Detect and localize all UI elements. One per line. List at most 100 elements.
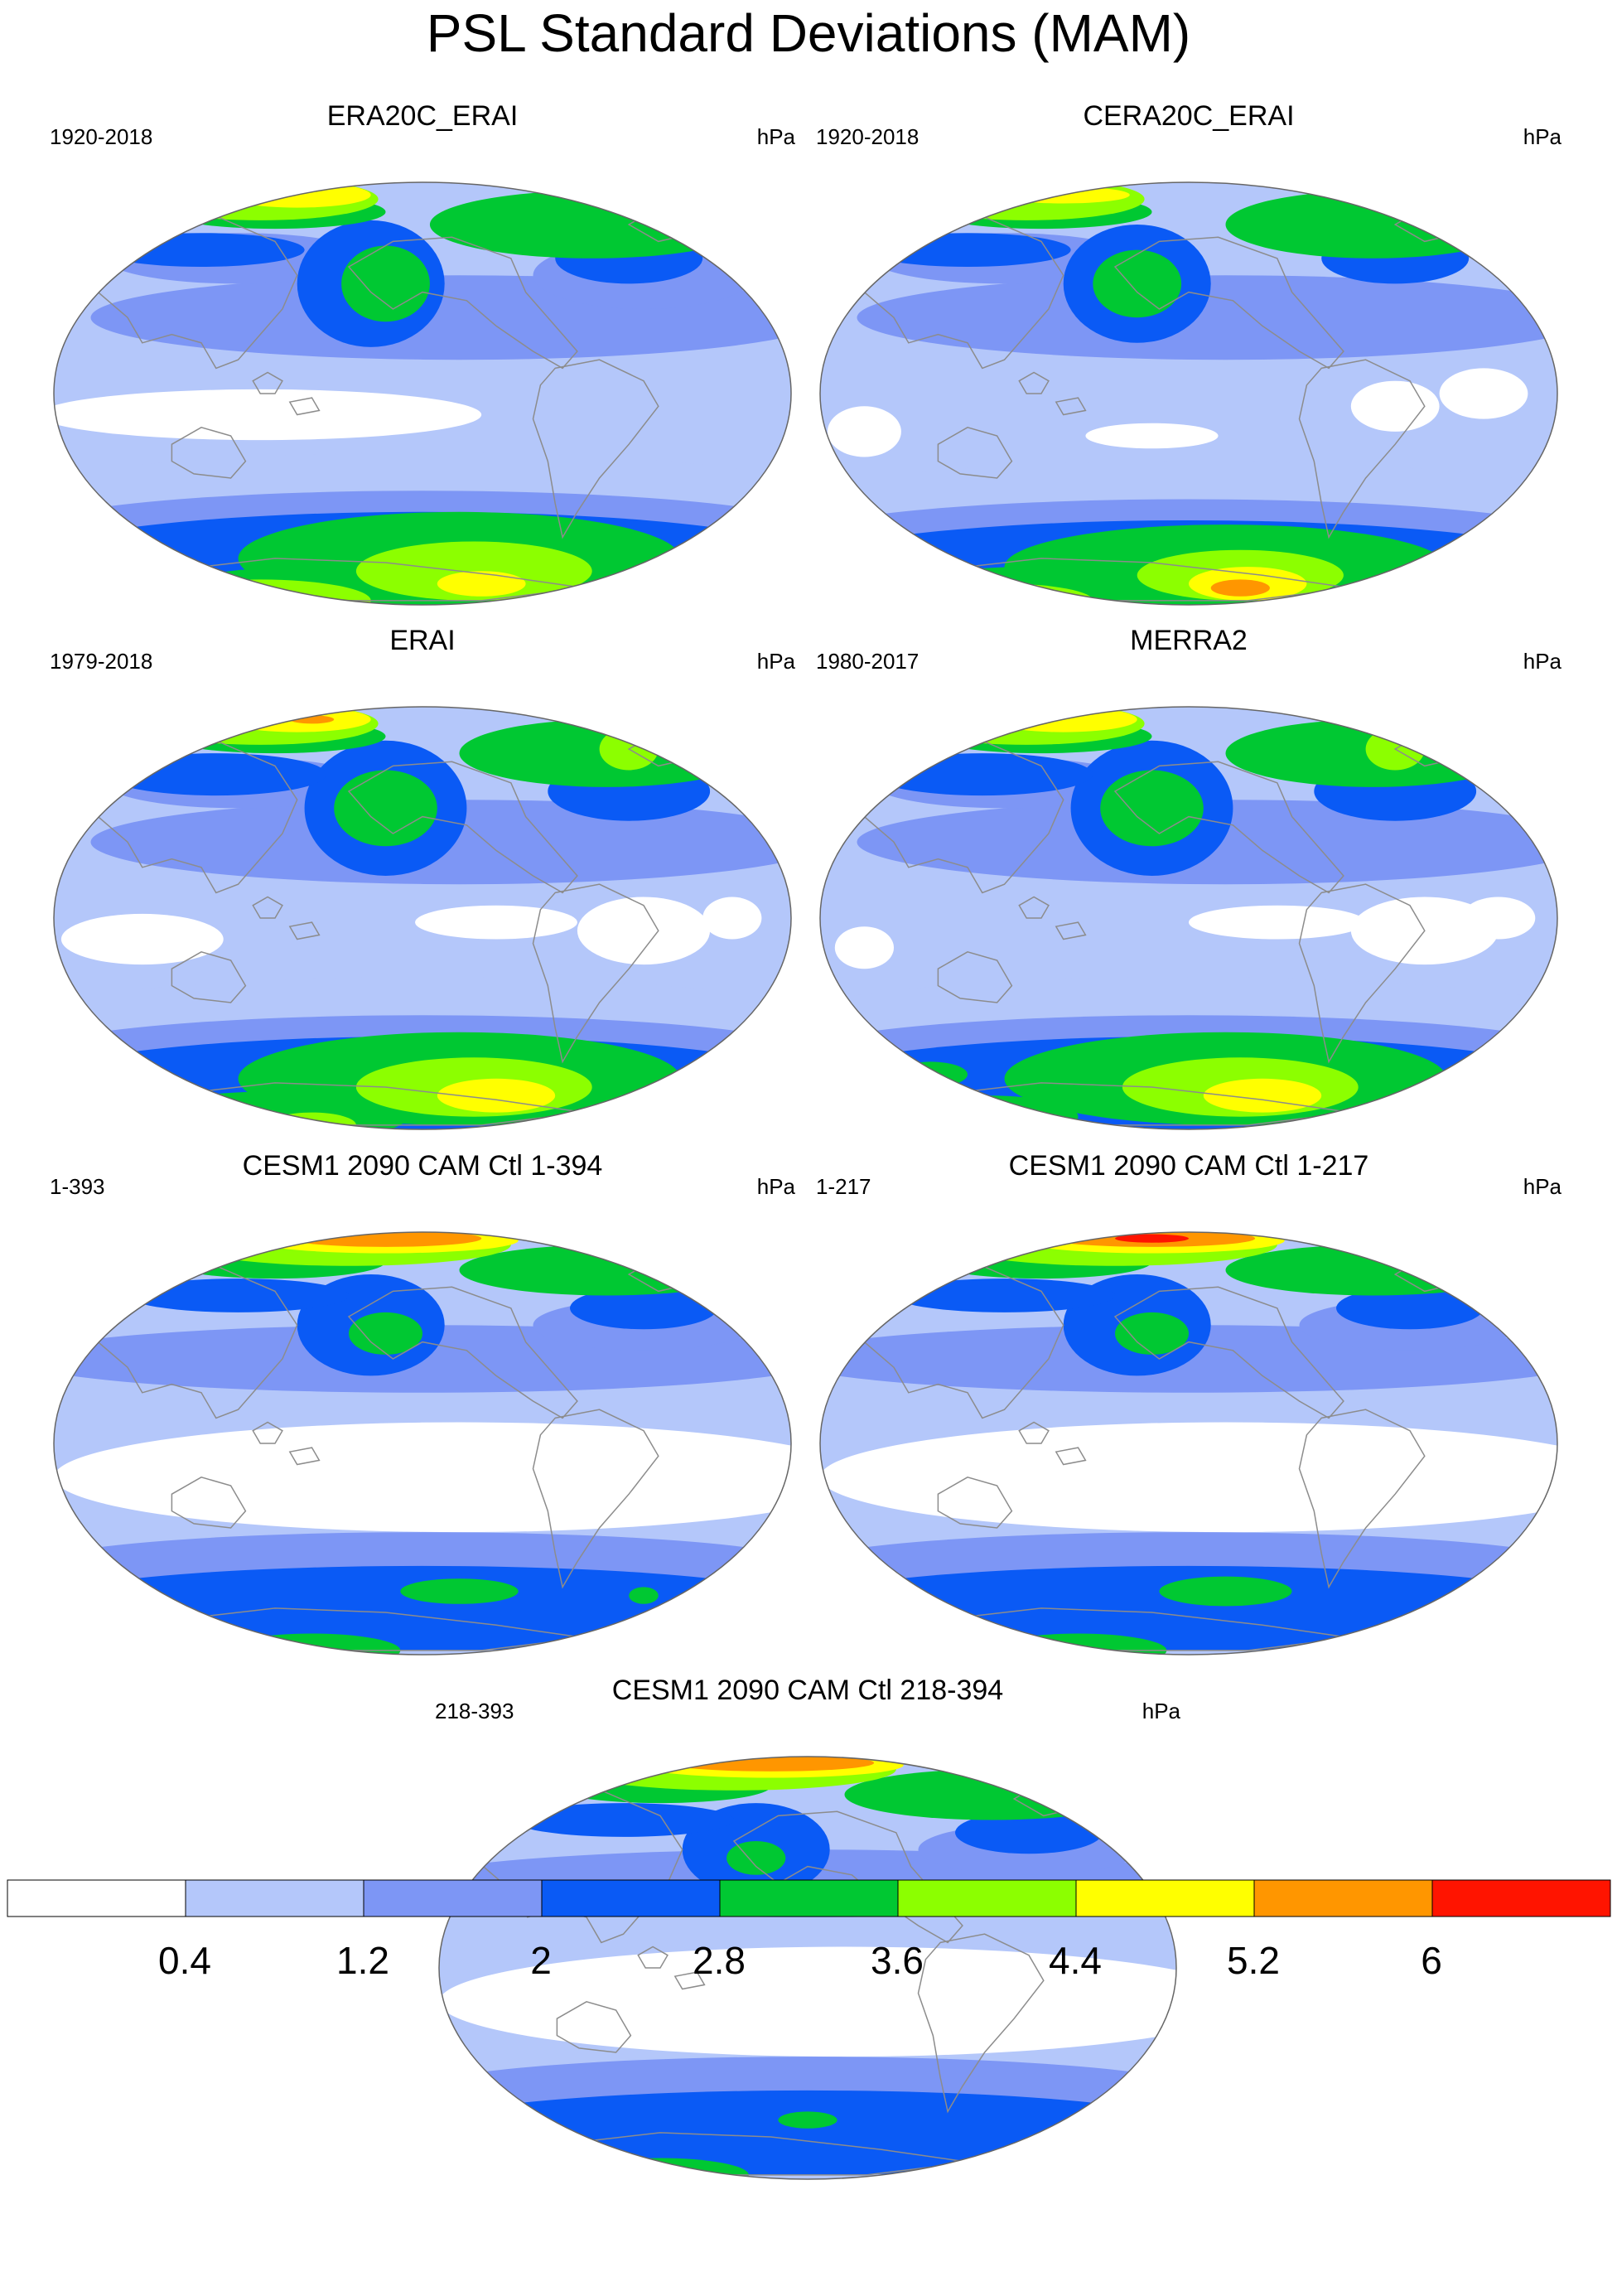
coastline bbox=[1113, 236, 1344, 370]
map-border bbox=[819, 181, 1558, 606]
panel-units: hPa bbox=[1523, 124, 1561, 149]
coastline bbox=[288, 1447, 321, 1466]
contour-fill bbox=[820, 1232, 1557, 1655]
coastline bbox=[937, 426, 1013, 479]
panel-units: hPa bbox=[756, 649, 795, 674]
map-cesm1-218-394 bbox=[438, 1756, 1177, 2180]
coastline bbox=[673, 1971, 706, 1990]
contour-region bbox=[439, 1946, 1176, 2057]
contour-fill bbox=[820, 182, 1557, 605]
contour-region bbox=[268, 1112, 356, 1129]
contour-region bbox=[1439, 368, 1528, 419]
map-border bbox=[819, 1231, 1558, 1656]
contour-region bbox=[1093, 249, 1182, 318]
contour-fill bbox=[820, 707, 1557, 1129]
contour-region bbox=[827, 406, 901, 457]
coastline bbox=[556, 2000, 632, 2053]
coastline bbox=[532, 1409, 659, 1589]
coastline bbox=[75, 206, 298, 370]
panel-erai: ERAI 1979-2018 hPa bbox=[50, 624, 795, 1138]
figure-title: PSL Standard Deviations (MAM) bbox=[426, 3, 1191, 63]
colorbar-swatch bbox=[7, 1879, 186, 1917]
coastline bbox=[288, 397, 321, 416]
coastline bbox=[347, 1286, 578, 1419]
contour-region bbox=[1189, 905, 1366, 940]
contour-region bbox=[349, 1312, 422, 1355]
coastline bbox=[1018, 371, 1050, 394]
coastline bbox=[917, 1933, 1045, 2114]
contour-region bbox=[778, 2111, 837, 2129]
contour-region bbox=[844, 1769, 1140, 1820]
coastline bbox=[252, 896, 283, 919]
contour-region bbox=[629, 1587, 659, 1604]
contour-region bbox=[834, 926, 894, 969]
panel-cesm1-218-394: CESM1 2090 CAM Ctl 218-394 218-393 hPa bbox=[435, 1674, 1180, 2187]
colorbar-label: 1.2 bbox=[336, 1939, 389, 1982]
colorbar-label: 4.4 bbox=[1049, 1939, 1102, 1982]
map-cesm1-1-394 bbox=[53, 1231, 792, 1656]
contour-region bbox=[857, 275, 1557, 360]
coastline bbox=[1055, 397, 1087, 416]
contour-region bbox=[702, 897, 762, 940]
panel-title: CERA20C_ERAI bbox=[1083, 100, 1295, 132]
panel-title: ERA20C_ERAI bbox=[326, 100, 519, 132]
contour-region bbox=[570, 1287, 717, 1330]
contour-region bbox=[680, 186, 755, 246]
panel-range: 218-393 bbox=[435, 1699, 514, 1723]
coastline bbox=[937, 950, 1013, 1003]
panel-range: 1-393 bbox=[50, 1174, 105, 1199]
colorbar bbox=[7, 1879, 1611, 1917]
coastline bbox=[75, 731, 298, 894]
coastline bbox=[1018, 1421, 1050, 1444]
panel-range: 1920-2018 bbox=[50, 124, 153, 149]
colorbar-swatch bbox=[541, 1879, 721, 1917]
colorbar-label: 3.6 bbox=[871, 1939, 924, 1982]
coastline bbox=[532, 883, 659, 1064]
panel-title: CESM1 2090 CAM Ctl 1-394 bbox=[242, 1150, 603, 1182]
contour-region bbox=[1115, 1312, 1189, 1355]
contour-region bbox=[1225, 191, 1521, 259]
coastline bbox=[171, 950, 247, 1003]
map-border bbox=[438, 1756, 1177, 2180]
panel-cesm1-1-217: CESM1 2090 CAM Ctl 1-217 1-217 hPa bbox=[816, 1149, 1561, 1663]
panel-cesm1-1-394: CESM1 2090 CAM Ctl 1-394 1-393 hPa bbox=[50, 1149, 795, 1663]
map-merra2 bbox=[819, 706, 1558, 1130]
contour-region bbox=[459, 1245, 755, 1296]
contour-region bbox=[415, 905, 577, 940]
coastline bbox=[1018, 896, 1050, 919]
contour-region bbox=[54, 1565, 791, 1651]
map-cesm1-1-217 bbox=[819, 1231, 1558, 1656]
contour-region bbox=[726, 1841, 786, 1875]
contour-region bbox=[54, 1422, 791, 1533]
coastline bbox=[1298, 883, 1426, 1064]
panel-title: MERRA2 bbox=[1130, 625, 1248, 656]
colorbar-label: 6 bbox=[1421, 1939, 1442, 1982]
panel-units: hPa bbox=[756, 124, 795, 149]
contour-region bbox=[577, 897, 711, 965]
coastline bbox=[1113, 1286, 1344, 1419]
contour-region bbox=[355, 541, 592, 601]
colorbar-label: 2.8 bbox=[693, 1939, 746, 1982]
coastline bbox=[171, 426, 247, 479]
contour-region bbox=[334, 770, 437, 847]
colorbar-swatch bbox=[1253, 1879, 1433, 1917]
panel-title: CESM1 2090 CAM Ctl 218-394 bbox=[611, 1675, 1004, 1706]
contour-region bbox=[429, 191, 755, 259]
contour-region bbox=[98, 233, 305, 267]
contour-region bbox=[871, 753, 1093, 796]
panel-units: hPa bbox=[1523, 1174, 1561, 1199]
colorbar-swatch bbox=[1075, 1879, 1255, 1917]
contour-region bbox=[1115, 1234, 1189, 1243]
panel-units: hPa bbox=[756, 1174, 795, 1199]
coastline bbox=[841, 1256, 1064, 1419]
contour-region bbox=[437, 571, 526, 597]
contour-fill bbox=[54, 707, 791, 1129]
colorbar-swatch bbox=[1431, 1879, 1611, 1917]
coastline bbox=[1055, 1447, 1087, 1466]
contour-region bbox=[54, 389, 482, 441]
contour-region bbox=[955, 1811, 1103, 1854]
panel-range: 1-217 bbox=[816, 1174, 871, 1199]
contour-region bbox=[900, 1095, 1079, 1129]
contour-region bbox=[1085, 423, 1219, 449]
coastline bbox=[347, 236, 578, 370]
